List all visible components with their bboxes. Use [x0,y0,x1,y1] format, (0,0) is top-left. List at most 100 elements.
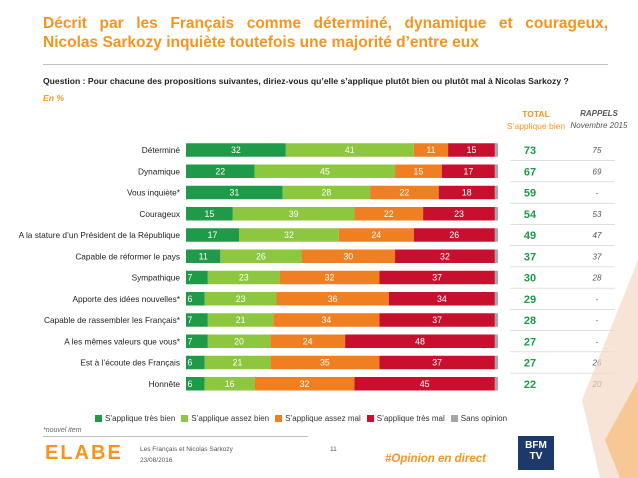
total-value: 67 [524,166,536,178]
rappel-value: 69 [593,167,602,176]
data-label: 11 [199,251,208,261]
data-label: 32 [231,145,241,155]
bar-segment [186,292,205,306]
data-label: 18 [462,188,472,198]
rappel-value: - [596,295,599,304]
page-number: 11 [330,446,337,453]
bar-segment [395,164,442,178]
bar-segment [186,164,255,178]
rappel-value: 47 [593,231,602,240]
rappel-value: 37 [593,252,602,261]
data-label: 28 [322,188,332,198]
total-value: 28 [524,315,536,327]
data-label: 7 [188,315,193,325]
legend-swatch [275,415,283,422]
bar-segment [254,377,355,391]
bar-segment [186,185,283,200]
category-label: Vous inquiète* [127,188,181,198]
bar-segment [204,292,277,306]
category-label: Honnête [149,379,181,389]
legend-item: S’applique assez mal [275,414,361,423]
bar-segment [494,355,498,370]
data-label: 23 [454,209,464,219]
bar-segment [273,313,380,327]
rappel-value: - [596,189,599,198]
rappel-value: - [596,337,599,346]
data-label: 31 [229,188,239,198]
total-value: 73 [524,145,536,157]
bar-segment [354,207,424,221]
bar-segment [186,249,221,263]
footer-doc-title: Les Français et Nicolas Sarkozy [140,446,233,453]
legend-item: S’applique très mal [366,414,445,423]
legend-item: S’applique très bien [95,414,175,423]
bar-segment [423,207,495,221]
bar-segment [494,185,498,200]
bar-segment [438,185,495,200]
data-label: 34 [437,294,447,304]
rappels-header-title: RAPPELS [580,109,618,118]
bar-segment [494,292,498,306]
bar-segment [207,334,271,348]
bar-segment [494,313,498,327]
data-label: 36 [328,294,338,304]
title-divider [43,64,608,65]
bar-segment [379,313,495,327]
data-label: 37 [432,273,442,283]
bar-segment [379,270,495,285]
total-header: TOTAL S’applique bien [490,108,582,132]
bar-segment [448,143,495,157]
bar-segment [186,228,240,242]
bar-segment [338,228,414,242]
total-value: 49 [524,230,536,242]
bar-segment [239,228,339,242]
category-label: Déterminé [142,145,181,155]
bar-segment [220,249,302,263]
unit-label: En % [43,93,65,103]
hashtag: #Opinion en direct [385,453,486,465]
bar-segment [270,355,380,370]
bar-segment [186,377,205,391]
data-label: 7 [188,336,193,346]
legend-swatch [95,415,102,422]
bar-segment [186,207,233,221]
bar-segment [186,143,286,157]
bar-segment [494,377,498,391]
bar-segment [204,377,255,391]
data-label: 32 [284,230,294,240]
data-label: 24 [371,230,381,240]
total-value: 59 [524,188,536,200]
data-label: 24 [303,336,313,346]
bar-segment [232,207,355,221]
data-label: 22 [384,209,394,219]
data-label: 11 [426,145,435,155]
bar-segment [254,164,396,178]
rappel-value: - [596,316,599,325]
bar-segment [494,228,498,242]
data-label: 30 [343,251,353,261]
legend-label: S’applique très bien [105,414,176,423]
elabe-logo: ELABE [45,442,123,464]
category-label: Courageux [139,209,180,219]
data-label: 48 [415,336,425,346]
total-value: 27 [524,358,536,370]
bar-segment [441,164,495,178]
data-label: 17 [463,166,473,176]
legend-label: S’applique assez bien [191,414,270,423]
legend-label: S’applique très mal [376,414,445,423]
bar-segment [204,355,271,370]
category-label: A la stature d’un Président de la Républ… [19,230,181,240]
page-title: Décrit par les Français comme déterminé,… [43,14,608,52]
total-header-title: TOTAL [522,109,550,119]
bar-segment [270,334,346,348]
rappel-value: 75 [593,146,602,155]
bar-segment [494,143,498,157]
total-value: 22 [524,379,536,391]
legend-label: Sans opinion [460,414,508,423]
data-label: 6 [188,294,193,304]
data-label: 22 [215,166,225,176]
legend-label: S’applique assez mal [285,414,361,423]
footer-date: 23/08/2016 [140,457,173,464]
